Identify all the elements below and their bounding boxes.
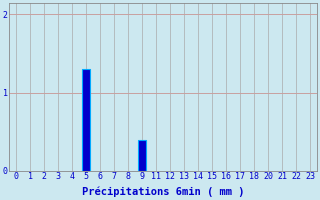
Bar xyxy=(138,140,146,171)
X-axis label: Précipitations 6min ( mm ): Précipitations 6min ( mm ) xyxy=(82,187,244,197)
Bar xyxy=(82,69,90,171)
